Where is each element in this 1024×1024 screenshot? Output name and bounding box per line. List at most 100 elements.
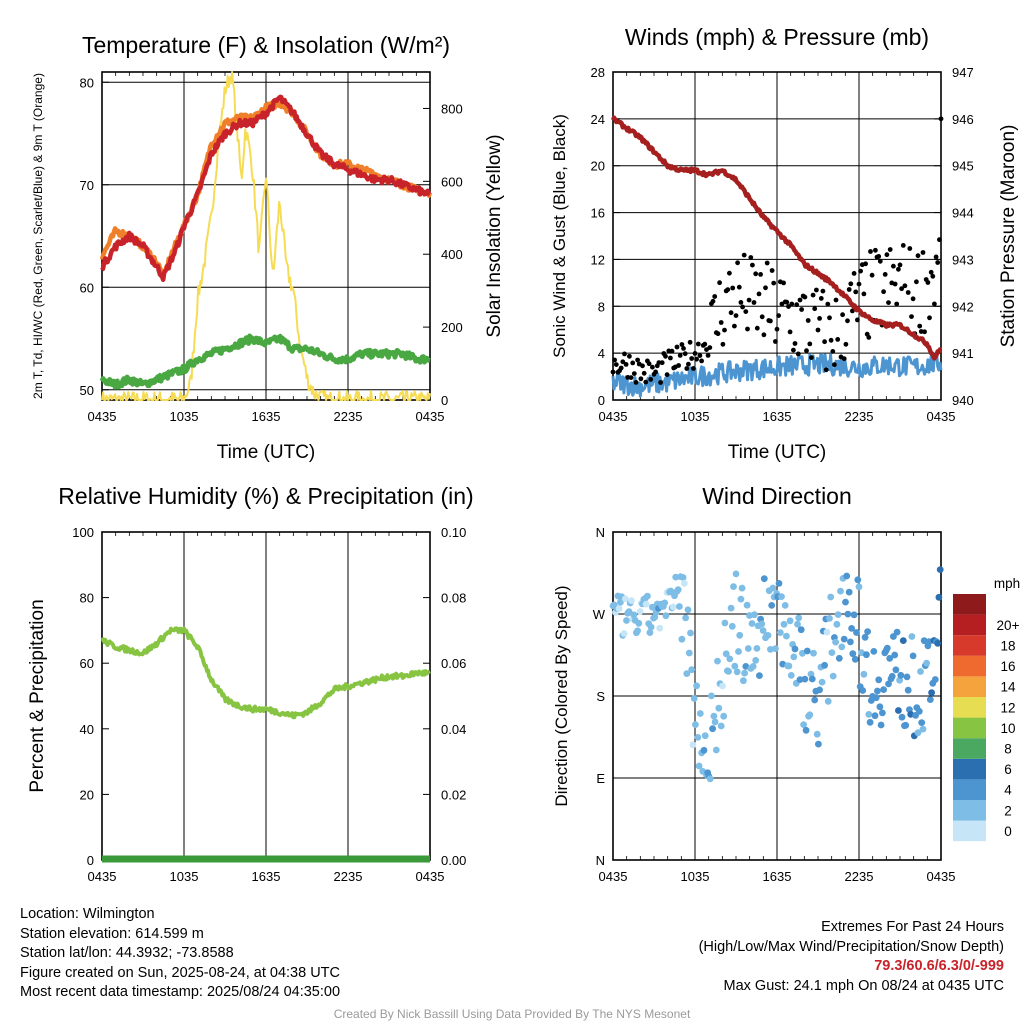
legend-label: 0 xyxy=(1004,824,1012,839)
direction-point xyxy=(623,617,630,624)
y2-tick-label: 943 xyxy=(952,252,974,267)
direction-point xyxy=(816,687,823,694)
gust-point xyxy=(684,366,689,371)
gust-point xyxy=(917,324,922,329)
direction-point xyxy=(738,596,745,603)
gust-point xyxy=(712,294,717,299)
gust-point xyxy=(907,246,912,251)
direction-point xyxy=(714,658,721,665)
direction-point xyxy=(693,682,700,689)
direction-point xyxy=(761,575,768,582)
gust-point xyxy=(906,290,911,295)
gust-point xyxy=(848,281,853,286)
gust-point xyxy=(739,300,744,305)
direction-point xyxy=(788,672,795,679)
gust-point xyxy=(721,342,726,347)
gust-point xyxy=(719,320,724,325)
legend-label: 18 xyxy=(1000,639,1015,654)
direction-point xyxy=(870,648,877,655)
x-tick-label: 1035 xyxy=(170,869,199,884)
direction-point xyxy=(824,629,831,636)
y2-tick-label: 0.10 xyxy=(441,525,466,540)
x-tick-label: 1035 xyxy=(681,869,710,884)
y-tick-label: 0 xyxy=(87,853,94,868)
direction-point xyxy=(688,666,695,673)
direction-point xyxy=(861,671,868,678)
gust-point xyxy=(612,358,617,363)
direction-point xyxy=(847,639,854,646)
direction-point xyxy=(827,594,834,601)
direction-point xyxy=(792,646,799,653)
gust-point xyxy=(663,354,668,359)
x-tick-label: 1035 xyxy=(681,409,710,424)
direction-point xyxy=(802,676,809,683)
legend-swatch xyxy=(953,800,986,821)
gust-point xyxy=(781,281,786,286)
gust-point xyxy=(894,302,899,307)
gust-point xyxy=(752,300,757,305)
direction-point xyxy=(865,711,872,718)
gust-point xyxy=(798,298,803,303)
wind-direction-panel: Wind DirectionNESWN0435 1035 1635 2235 0435D… xyxy=(552,483,1020,884)
gust-point xyxy=(878,259,883,264)
y2-tick-label: 200 xyxy=(441,320,463,335)
gust-point xyxy=(807,342,812,347)
panel-title: Temperature (F) & Insolation (W/m²) xyxy=(82,32,450,58)
max-gust: Max Gust: 24.1 mph On 08/24 at 0435 UTC xyxy=(699,977,1004,997)
direction-point xyxy=(685,606,692,613)
x-tick-label: 0435 xyxy=(599,409,628,424)
y-tick-label: 80 xyxy=(80,591,94,606)
gust-point xyxy=(829,338,834,343)
direction-point xyxy=(904,674,911,681)
direction-point xyxy=(702,732,709,739)
gust-point xyxy=(817,316,822,321)
gust-point xyxy=(750,263,755,268)
y2-tick-label: 940 xyxy=(952,393,974,408)
direction-point xyxy=(910,653,917,660)
direction-point xyxy=(781,621,788,628)
x-tick-label: 1635 xyxy=(252,869,281,884)
direction-point xyxy=(734,669,741,676)
gust-point xyxy=(852,271,857,276)
direction-point xyxy=(928,689,935,696)
direction-point xyxy=(875,676,882,683)
direction-point xyxy=(711,713,718,720)
legend-label: 8 xyxy=(1004,742,1012,757)
direction-point xyxy=(810,650,817,657)
gust-point xyxy=(819,296,824,301)
gust-point xyxy=(816,328,821,333)
direction-point xyxy=(765,632,772,639)
gust-point xyxy=(881,289,886,294)
y2-tick-label: 600 xyxy=(441,174,463,189)
gust-point xyxy=(893,282,898,287)
direction-point xyxy=(749,620,756,627)
gust-point xyxy=(725,287,730,292)
y2-tick-label: 0.02 xyxy=(441,787,466,802)
x-tick-label: 2235 xyxy=(334,869,363,884)
gust-point xyxy=(742,253,747,258)
direction-point xyxy=(790,654,797,661)
direction-point xyxy=(708,693,715,700)
y-tick-label: N xyxy=(596,525,605,540)
gust-point xyxy=(743,309,748,314)
direction-point xyxy=(829,649,836,656)
direction-point xyxy=(691,695,698,702)
direction-point xyxy=(879,710,886,717)
gust-point xyxy=(745,327,750,332)
gust-point xyxy=(689,356,694,361)
direction-point xyxy=(811,697,818,704)
station-latlon: Station lat/lon: 44.3932; -73.8588 xyxy=(20,944,340,964)
x-tick-label: 1035 xyxy=(170,409,199,424)
gust-point xyxy=(840,312,845,317)
gust-point xyxy=(699,359,704,364)
direction-point xyxy=(841,636,848,643)
direction-point xyxy=(697,710,704,717)
legend-swatch xyxy=(953,594,986,615)
direction-point xyxy=(934,640,941,647)
direction-point xyxy=(782,602,789,609)
direction-point xyxy=(825,698,832,705)
y2-tick-label: 400 xyxy=(441,247,463,262)
gust-point xyxy=(716,331,721,336)
direction-point xyxy=(830,673,837,680)
direction-point xyxy=(918,719,925,726)
